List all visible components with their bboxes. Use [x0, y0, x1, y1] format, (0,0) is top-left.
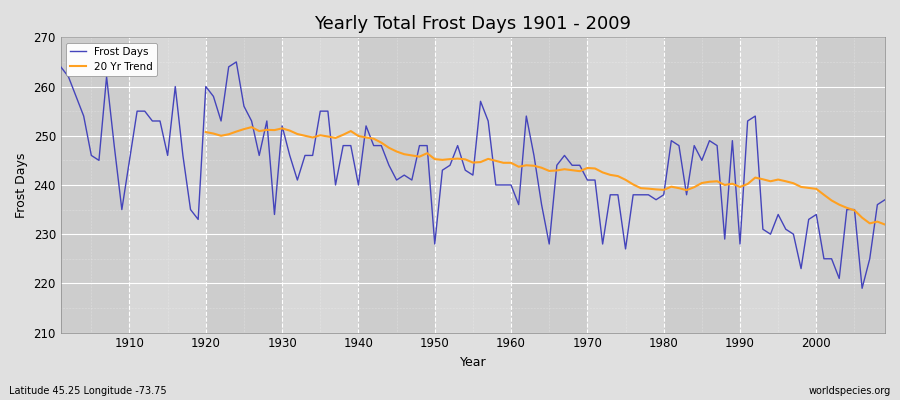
- Bar: [588, 37, 663, 332]
- Bar: [61, 37, 130, 332]
- Text: Latitude 45.25 Longitude -73.75: Latitude 45.25 Longitude -73.75: [9, 386, 166, 396]
- Bar: [282, 37, 358, 332]
- Frost Days: [605, 192, 616, 197]
- Line: 20 Yr Trend: 20 Yr Trend: [206, 127, 885, 224]
- Legend: Frost Days, 20 Yr Trend: Frost Days, 20 Yr Trend: [66, 42, 157, 76]
- 20 Yr Trend: [506, 160, 517, 165]
- Frost Days: [513, 202, 524, 207]
- Text: worldspecies.org: worldspecies.org: [809, 386, 891, 396]
- Line: Frost Days: Frost Days: [61, 62, 885, 288]
- X-axis label: Year: Year: [460, 356, 486, 369]
- Bar: [206, 37, 282, 332]
- Frost Days: [879, 197, 890, 202]
- Frost Days: [292, 178, 302, 182]
- Bar: [130, 37, 206, 332]
- Bar: [663, 37, 740, 332]
- Title: Yearly Total Frost Days 1901 - 2009: Yearly Total Frost Days 1901 - 2009: [314, 15, 632, 33]
- Y-axis label: Frost Days: Frost Days: [15, 152, 28, 218]
- Frost Days: [56, 64, 67, 69]
- Bar: [740, 37, 816, 332]
- Frost Days: [231, 60, 242, 64]
- 20 Yr Trend: [498, 160, 508, 165]
- Frost Days: [506, 182, 517, 187]
- 20 Yr Trend: [330, 136, 341, 140]
- Frost Days: [857, 286, 868, 291]
- 20 Yr Trend: [284, 128, 295, 133]
- 20 Yr Trend: [598, 170, 608, 175]
- Bar: [816, 37, 885, 332]
- Frost Days: [116, 207, 127, 212]
- Bar: [511, 37, 588, 332]
- Frost Days: [338, 143, 348, 148]
- Bar: [435, 37, 511, 332]
- 20 Yr Trend: [879, 222, 890, 227]
- Bar: [358, 37, 435, 332]
